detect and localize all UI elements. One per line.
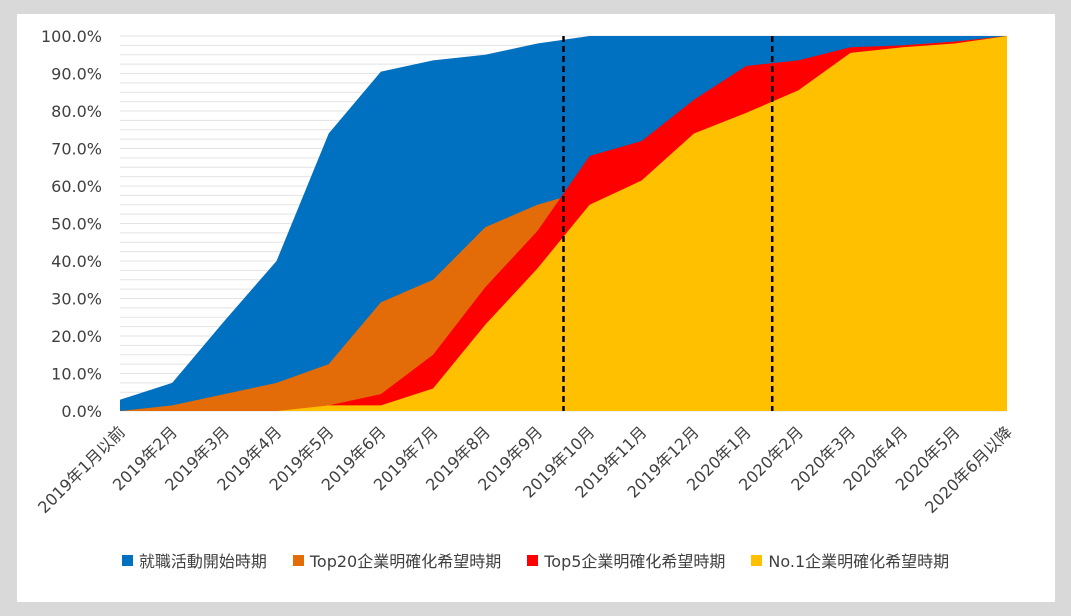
legend-swatch [121,554,133,566]
y-tick-label: 90.0% [51,65,102,84]
y-tick-label: 70.0% [51,140,102,159]
vertical-markers [562,36,774,411]
legend-item-4: No.1企業明確化希望時期 [751,548,949,572]
x-axis-ticks: 2019年1月以前2019年2月2019年3月2019年4月2019年5月201… [34,422,1016,517]
y-axis-ticks: 0.0% 10.0% 20.0% 30.0% 40.0% 50.0% 60.0% 70.0% 8… [41,27,102,421]
y-tick-label: 0.0% [61,402,102,421]
y-tick-label: 100.0% [41,27,102,46]
y-tick-label: 50.0% [51,215,102,234]
legend-swatch [292,554,304,566]
legend-label: Top20企業明確化希望時期 [309,552,502,571]
y-tick-label: 40.0% [51,252,102,271]
legend-swatch [751,554,763,566]
legend: 就職活動開始時期 Top20企業明確化希望時期 Top5企業明確化希望時期 No.1企… [0,548,1071,572]
y-tick-label: 20.0% [51,327,102,346]
legend-item-2: Top20企業明確化希望時期 [292,548,502,572]
legend-label: Top5企業明確化希望時期 [544,552,726,571]
legend-swatch [527,554,539,566]
series-area-4 [120,36,1007,411]
legend-label: 就職活動開始時期 [138,552,267,571]
x-tick-label: 2019年1月以前 [34,422,129,517]
y-tick-label: 60.0% [51,177,102,196]
legend-item-1: 就職活動開始時期 [121,548,267,572]
legend-item-3: Top5企業明確化希望時期 [527,548,725,572]
y-tick-label: 30.0% [51,290,102,309]
series-areas [120,36,1007,411]
y-tick-label: 10.0% [51,365,102,384]
legend-label: No.1企業明確化希望時期 [768,552,950,571]
y-tick-label: 80.0% [51,102,102,121]
